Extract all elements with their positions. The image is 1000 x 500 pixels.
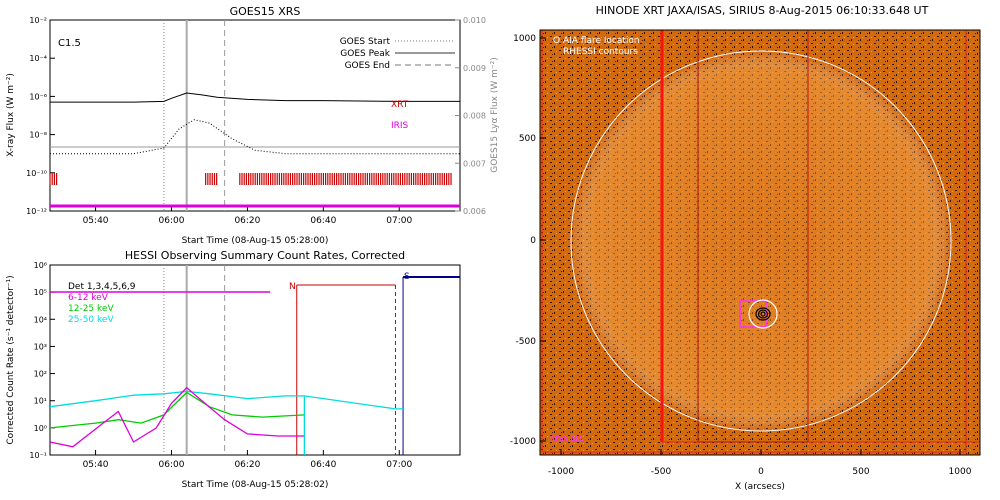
goes-x-tick-label: 06:40 <box>310 216 336 226</box>
goes-series <box>49 92 460 208</box>
image-corner-label: SDO AIA <box>550 435 584 444</box>
goes-y-tick-label: 10⁻⁴ <box>29 54 47 63</box>
legend-25-50: 25-50 keV <box>68 315 114 325</box>
goes-right-y-tick-label: 0.008 <box>463 112 486 121</box>
aia-flare-location-circle <box>748 299 778 329</box>
hessi-ylabel: Corrected Count Rate (s⁻¹ detector⁻¹) <box>6 275 16 444</box>
image-xlabel: X (arcsecs) <box>735 482 785 492</box>
goes-y-ticks: 10⁻¹² 10⁻¹⁰ 10⁻⁸ 10⁻⁶ 10⁻⁴ 10⁻² <box>26 16 55 216</box>
goes-y-tick-label: 10⁻² <box>29 16 47 25</box>
goes-x-ticks: 05:40 06:00 06:20 06:40 07:00 <box>83 206 413 226</box>
legend-goes-end: GOES End <box>345 61 390 71</box>
goes-right-y-tick-label: 0.007 <box>463 159 486 168</box>
goes-right-y-tick-label: 0.010 <box>463 16 486 25</box>
goes-time-markers <box>163 20 226 211</box>
image-y-ticks: 1000 500 0 -500 -1000 <box>510 34 546 447</box>
hessi-y-tick-label: 10⁵ <box>34 288 47 297</box>
goes-xrt-label: XRT <box>391 100 409 110</box>
goes-panel: GOES15 XRS 10⁻¹² 10⁻¹⁰ 10⁻⁸ 10⁻⁶ 10⁻⁴ 10⁻² 0.… <box>6 5 500 246</box>
hessi-series-6-12-keV <box>49 386 305 448</box>
goes-x-tick-label: 06:20 <box>234 216 260 226</box>
hessi-y-tick-label: 10⁴ <box>34 315 47 324</box>
xrt-image-panel: HINODE XRT JAXA/ISAS, SIRIUS 8-Aug-2015 … <box>510 4 981 492</box>
image-legend-rhessi: RHESSI contours <box>563 47 638 57</box>
image-y-tick-label: 0 <box>530 236 536 246</box>
image-x-tick-label: 1000 <box>949 467 972 477</box>
hessi-x-tick-label: 06:00 <box>159 460 185 470</box>
iris-fov-box <box>739 300 767 328</box>
hessi-legend: Det 1,3,4,5,6,9 6-12 keV 12-25 keV 25-50… <box>68 282 136 325</box>
goes-title: GOES15 XRS <box>230 5 301 18</box>
hessi-y-tick-label: 10⁰ <box>34 424 47 433</box>
goes-short-channel-line <box>50 119 460 155</box>
goes-right-y-ticks: 0.006 0.007 0.008 0.009 0.010 <box>455 16 486 216</box>
goes-x-tick-label: 05:40 <box>83 216 109 226</box>
hessi-y-tick-label: 10⁻¹ <box>29 451 47 460</box>
image-y-tick-label: 1000 <box>513 34 536 44</box>
goes-long-channel-line <box>50 92 460 103</box>
goes-ylabel-left: X-ray Flux (W m⁻²) <box>6 73 16 157</box>
hessi-y-ticks: 10⁻¹ 10⁰ 10¹ 10² 10³ 10⁴ 10⁵ 10⁶ <box>29 261 55 460</box>
image-x-tick-label: -500 <box>651 467 672 477</box>
goes-y-tick-label: 10⁻¹² <box>26 207 47 216</box>
goes-ylabel-right: GOES15 Lyα Flux (W m⁻²) <box>490 57 500 173</box>
solar-limb-circle <box>570 50 952 432</box>
hessi-panel: HESSI Observing Summary Count Rates, Cor… <box>6 249 461 490</box>
hessi-time-markers <box>163 265 460 455</box>
goes-legend: GOES Start GOES Peak GOES End <box>340 37 455 71</box>
hessi-x-ticks: 05:40 06:00 06:20 06:40 07:00 <box>83 450 413 470</box>
goes-x-tick-label: 06:00 <box>159 216 185 226</box>
sun-disk-glow <box>571 51 951 431</box>
hessi-saa-label: S <box>404 272 410 282</box>
image-x-ticks: -1000 -500 0 500 1000 <box>548 449 972 477</box>
goes-class-label: C1.5 <box>58 38 81 49</box>
image-y-tick-label: -500 <box>516 337 537 347</box>
goes-x-tick-label: 07:00 <box>386 216 412 226</box>
hessi-x-tick-label: 06:20 <box>234 460 260 470</box>
legend-det: Det 1,3,4,5,6,9 <box>68 282 136 292</box>
hessi-title: HESSI Observing Summary Count Rates, Cor… <box>125 249 405 262</box>
hessi-series-25-50-keV <box>49 390 404 410</box>
goes-right-y-tick-label: 0.006 <box>463 207 486 216</box>
image-x-tick-label: 500 <box>852 467 869 477</box>
goes-y-tick-label: 10⁻¹⁰ <box>26 169 47 178</box>
hessi-x-tick-label: 05:40 <box>83 460 109 470</box>
hessi-y-tick-label: 10² <box>34 370 47 379</box>
legend-goes-peak: GOES Peak <box>340 49 390 59</box>
image-axes-frame <box>539 29 981 456</box>
goes-xlabel: Start Time (08-Aug-15 05:28:00) <box>182 236 329 246</box>
legend-12-25: 12-25 keV <box>68 304 114 314</box>
goes-y-tick-label: 10⁻⁸ <box>29 131 47 140</box>
legend-goes-start: GOES Start <box>340 37 391 47</box>
hessi-x-tick-label: 07:00 <box>386 460 412 470</box>
image-title: HINODE XRT JAXA/ISAS, SIRIUS 8-Aug-2015 … <box>596 4 929 17</box>
image-legend-aia: O AIA flare location <box>553 36 640 46</box>
image-x-tick-label: -1000 <box>548 467 574 477</box>
hessi-axes-frame <box>49 264 461 456</box>
hessi-series-12-25-keV <box>49 391 305 429</box>
rhessi-contours <box>755 307 771 321</box>
hessi-night-label: N <box>289 282 296 292</box>
hessi-series <box>49 291 404 455</box>
hessi-y-tick-label: 10⁶ <box>34 261 47 270</box>
image-y-tick-label: 500 <box>519 134 536 144</box>
image-x-tick-label: 0 <box>758 467 764 477</box>
hessi-xlabel: Start Time (08-Aug-15 05:28:02) <box>182 480 329 490</box>
hessi-x-tick-label: 06:40 <box>310 460 336 470</box>
image-y-tick-label: -1000 <box>510 437 536 447</box>
goes-right-y-tick-label: 0.009 <box>463 64 486 73</box>
hessi-y-tick-label: 10³ <box>34 342 47 351</box>
hessi-y-tick-label: 10¹ <box>34 397 47 406</box>
goes-y-tick-label: 10⁻⁶ <box>29 92 47 101</box>
goes-iris-label: IRIS <box>391 121 409 131</box>
legend-6-12: 6-12 keV <box>68 293 109 303</box>
